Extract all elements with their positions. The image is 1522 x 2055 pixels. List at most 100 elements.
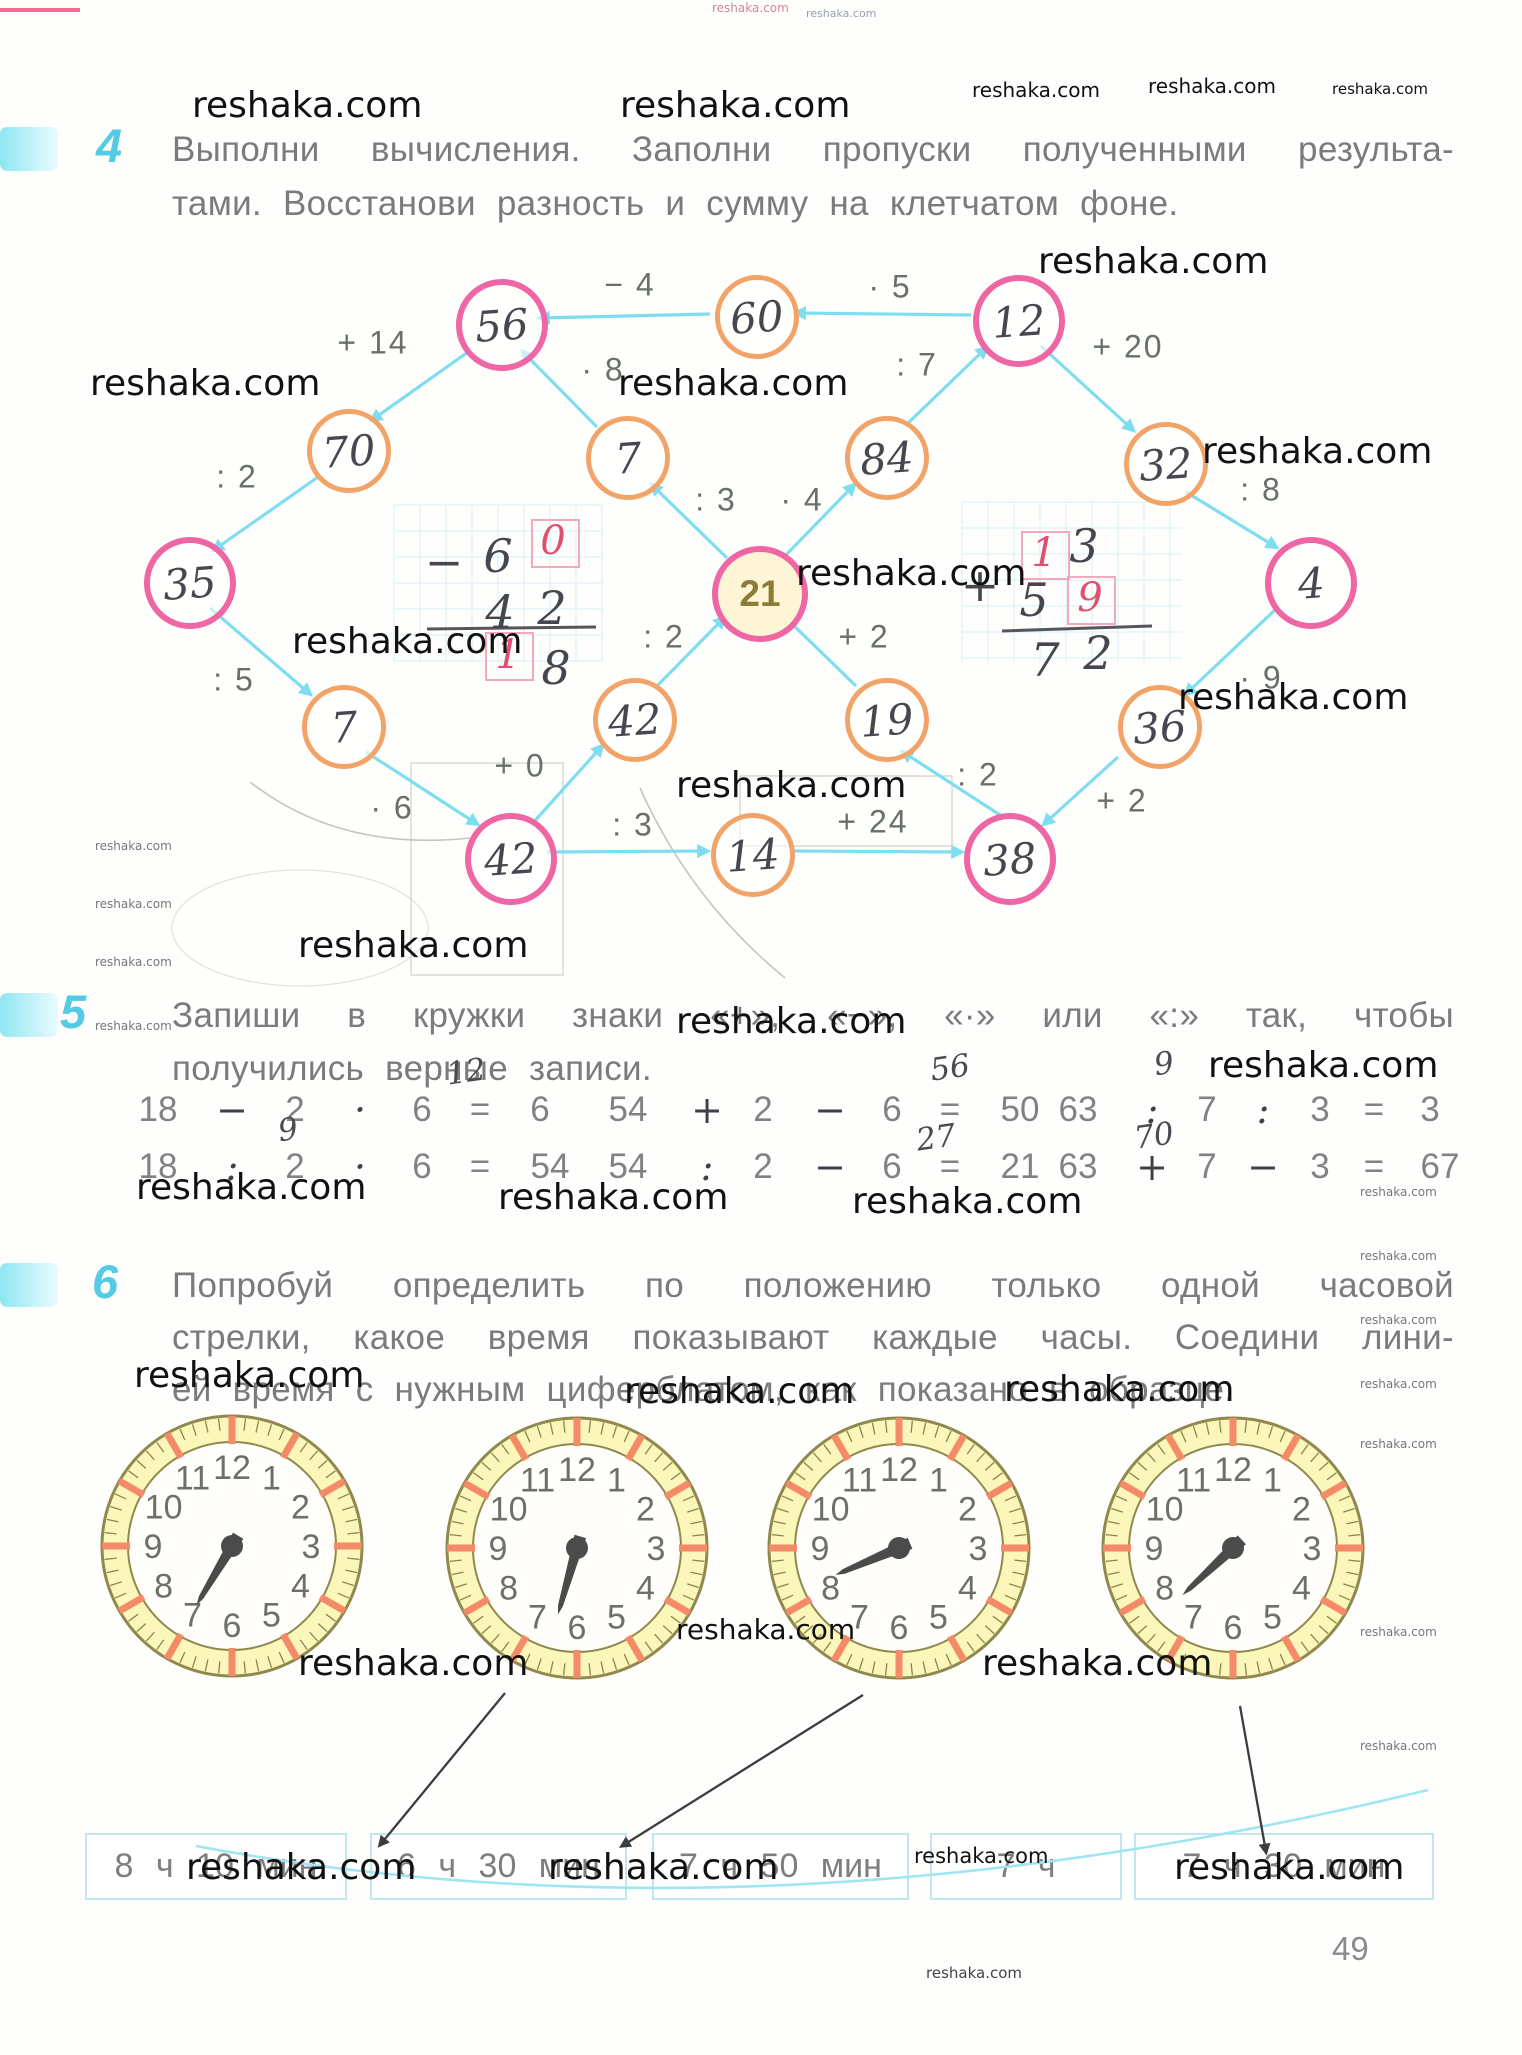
- column-work-digit: 2: [537, 581, 567, 635]
- minute-tick: [110, 1581, 122, 1587]
- minute-tick: [217, 1418, 221, 1431]
- minute-tick: [1111, 1507, 1123, 1513]
- minute-tick: [823, 1444, 832, 1455]
- column-work-digit: 8: [541, 641, 571, 695]
- minute-tick: [204, 1420, 209, 1433]
- watermark-text: reshaka.com: [1360, 1313, 1437, 1327]
- clock-hub: [566, 1537, 588, 1559]
- minute-tick: [1300, 1444, 1309, 1455]
- node-value: 56: [473, 298, 531, 352]
- clock-numeral: 7: [183, 1596, 202, 1634]
- minute-tick: [1244, 1663, 1248, 1676]
- equation-sign-handwritten: :: [700, 1145, 714, 1189]
- diagram-node: 84: [845, 416, 929, 500]
- minute-tick: [267, 1656, 273, 1668]
- minute-tick: [823, 1641, 832, 1652]
- clock-numeral: 11: [842, 1462, 877, 1500]
- minute-tick: [966, 1444, 975, 1455]
- minute-tick: [1146, 1452, 1156, 1463]
- minute-tick: [682, 1594, 695, 1601]
- operation-label: : 2: [957, 756, 999, 793]
- minute-tick: [771, 1533, 784, 1537]
- watermark-text: reshaka.com: [498, 1177, 729, 1218]
- minute-tick: [1326, 1472, 1337, 1481]
- operation-label: : 7: [896, 346, 938, 383]
- minute-tick: [1348, 1533, 1361, 1537]
- hour-tick: [318, 1593, 347, 1615]
- clock-numeral: 11: [1176, 1462, 1211, 1500]
- hour-tick: [985, 1595, 1014, 1617]
- minute-tick: [654, 1633, 664, 1644]
- pencil-connection-arrow: [377, 1692, 506, 1848]
- minute-tick: [524, 1430, 531, 1443]
- hour-tick: [784, 1595, 813, 1617]
- minute-tick: [345, 1569, 358, 1574]
- minute-tick: [501, 1444, 510, 1455]
- minute-tick: [204, 1659, 209, 1672]
- minute-tick: [243, 1418, 247, 1431]
- minute-tick: [243, 1661, 247, 1674]
- watermark-text: reshaka.com: [624, 1371, 855, 1412]
- equation-number: 6: [882, 1147, 902, 1186]
- task4-text-line2: тами. Восстанови разность и сумму на кле…: [172, 184, 1179, 223]
- clock-hand-group: [835, 1537, 913, 1575]
- watermark-text: reshaka.com: [1360, 1739, 1437, 1753]
- minute-tick: [1180, 1430, 1187, 1443]
- minute-tick: [846, 1653, 853, 1666]
- minute-tick: [692, 1559, 705, 1563]
- column-work-digit: +: [960, 558, 1000, 612]
- minute-tick: [342, 1505, 354, 1511]
- equation-number: 21: [1000, 1147, 1040, 1186]
- hour-tick: [985, 1479, 1014, 1501]
- minute-tick: [588, 1663, 592, 1676]
- diagram-node: 32: [1124, 422, 1208, 506]
- hour-tick: [117, 1477, 146, 1499]
- task6-badge: [0, 1263, 58, 1307]
- minute-tick: [1218, 1420, 1222, 1433]
- answer-box: [485, 632, 534, 681]
- minute-tick: [803, 1461, 814, 1471]
- minute-tick: [114, 1592, 127, 1599]
- clock-hand-group: [557, 1534, 588, 1615]
- flow-arrow: [368, 350, 469, 423]
- clock-numeral: 12: [213, 1449, 251, 1487]
- clock-numeral: 2: [636, 1491, 655, 1529]
- minute-tick: [623, 1430, 630, 1443]
- equation-number: 63: [1058, 1147, 1098, 1186]
- watermark-text: reshaka.com: [620, 85, 851, 126]
- clock-numeral: 1: [1263, 1462, 1282, 1500]
- minute-tick: [687, 1583, 699, 1589]
- equation-sign-handwritten: −: [814, 1088, 846, 1132]
- clock-numeral: 11: [175, 1460, 210, 1498]
- diagram-node: 70: [307, 409, 391, 493]
- watermark-text: reshaka.com: [982, 1643, 1213, 1684]
- node-value: 21: [739, 573, 781, 614]
- minute-tick: [858, 1426, 864, 1438]
- watermark-text: reshaka.com: [1174, 1847, 1405, 1888]
- minute-tick: [858, 1658, 864, 1670]
- watermark-text: reshaka.com: [1360, 1249, 1437, 1263]
- minute-tick: [136, 1623, 147, 1633]
- page-number: 49: [1332, 1930, 1369, 1967]
- minute-tick: [922, 1661, 927, 1674]
- minute-tick: [1115, 1594, 1128, 1601]
- node-value: 7: [612, 432, 644, 484]
- hour-tick: [163, 1632, 185, 1661]
- flow-arrow: [535, 310, 711, 325]
- diagram-node: 7: [586, 416, 670, 500]
- clock-numeral: 7: [850, 1598, 869, 1636]
- minute-tick: [217, 1661, 221, 1674]
- minute-tick: [1014, 1559, 1027, 1563]
- clock-numeral: 6: [223, 1607, 242, 1645]
- minute-tick: [588, 1420, 592, 1433]
- node-value: 42: [606, 693, 664, 747]
- equation-sign-handwritten: +: [1136, 1145, 1168, 1189]
- minute-tick: [1004, 1594, 1017, 1601]
- diagram-node: 35: [144, 537, 236, 629]
- minute-tick: [1268, 1426, 1274, 1438]
- minute-tick: [317, 1459, 328, 1469]
- clock-numeral: 3: [647, 1530, 666, 1568]
- clock-numeral: 10: [145, 1489, 183, 1527]
